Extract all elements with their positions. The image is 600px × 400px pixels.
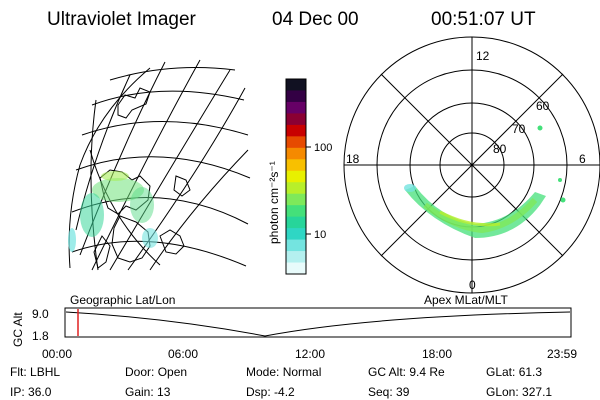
colorbar-band xyxy=(286,193,306,206)
status-flt: Flt: LBHL xyxy=(10,366,60,378)
status-gc-alt: GC Alt: 9.4 Re xyxy=(368,366,445,378)
status-label: GC Alt: xyxy=(368,365,407,379)
status-label: GLon: xyxy=(486,385,519,399)
lon-line xyxy=(109,69,231,271)
geographic-map xyxy=(68,59,251,271)
colorbar-band xyxy=(286,124,306,137)
colorbar-band xyxy=(286,205,306,218)
status-ip: IP: 36.0 xyxy=(10,386,51,398)
colorbar-band xyxy=(286,79,306,91)
x-tick-label: 00:00 xyxy=(42,347,72,361)
colorbar-band xyxy=(286,147,306,160)
polar-axis-diag xyxy=(380,73,564,257)
status-glon: GLon: 327.1 xyxy=(486,386,552,398)
status-label: Mode: xyxy=(246,365,280,379)
x-tick-label: 23:59 xyxy=(547,347,577,361)
status-door: Door: Open xyxy=(125,366,187,378)
colorbar-band xyxy=(286,216,306,229)
lat-label-60: 60 xyxy=(536,99,550,113)
map-aurora xyxy=(68,171,158,252)
status-value: -4.2 xyxy=(274,385,295,399)
coastline xyxy=(111,215,151,263)
colorbar-unit-label: photon cm⁻²s⁻¹ xyxy=(267,161,281,244)
coastline xyxy=(93,235,111,269)
status-value: 36.0 xyxy=(28,385,52,399)
timeline-right-label: Apex MLat/MLT xyxy=(424,293,508,307)
colorbar-band xyxy=(286,136,306,149)
status-value: Open xyxy=(157,365,188,379)
status-value: Normal xyxy=(282,365,322,379)
lat-arc xyxy=(109,67,236,81)
app-title: Ultraviolet Imager xyxy=(47,9,196,30)
status-dsp: Dsp: -4.2 xyxy=(246,386,295,398)
status-label: Door: xyxy=(125,365,155,379)
y-tick-label: 1.8 xyxy=(32,329,49,343)
status-value: 9.4 Re xyxy=(409,365,445,379)
x-tick-label: 12:00 xyxy=(295,347,325,361)
lat-label-70: 70 xyxy=(512,122,526,136)
lat-arc xyxy=(91,90,245,106)
status-glat: GLat: 61.3 xyxy=(486,366,542,378)
timeline-left-label: Geographic Lat/Lon xyxy=(70,293,175,307)
coastline xyxy=(173,175,191,197)
status-gain: Gain: 13 xyxy=(125,386,170,398)
colorbar-frame xyxy=(285,78,307,275)
mlt-label-6: 6 xyxy=(579,152,586,166)
status-label: GLat: xyxy=(486,365,516,379)
colorbar-band xyxy=(286,251,306,264)
colorbar-tick-label: 100 xyxy=(314,142,332,154)
orbit-altitude-curve xyxy=(65,311,571,337)
status-value: 13 xyxy=(157,385,171,399)
status-label: Gain: xyxy=(125,385,154,399)
lon-line xyxy=(91,59,201,271)
status-value: 61.3 xyxy=(518,365,543,379)
y-tick-label: 9.0 xyxy=(32,307,49,321)
colorbar-band xyxy=(286,170,306,183)
status-value: LBHL xyxy=(30,365,61,379)
status-label: IP: xyxy=(10,385,25,399)
timeline-axis-title: GC Alt xyxy=(11,312,25,347)
lat-label-80: 80 xyxy=(493,142,507,156)
coastline xyxy=(117,87,151,119)
x-tick-label: 06:00 xyxy=(168,347,198,361)
time-label: 00:51:07 UT xyxy=(431,9,536,30)
status-label: Dsp: xyxy=(246,385,271,399)
colorbar xyxy=(286,79,306,275)
colorbar-band xyxy=(286,113,306,126)
status-value: 327.1 xyxy=(522,385,553,399)
colorbar-tick-label: 10 xyxy=(314,229,326,241)
colorbar-band xyxy=(286,159,306,172)
lon-line xyxy=(149,149,249,271)
polar-plot xyxy=(343,36,600,294)
timeline-frame xyxy=(64,307,572,338)
date-label: 04 Dec 00 xyxy=(272,9,359,30)
status-label: Seq: xyxy=(368,385,393,399)
colorbar-band xyxy=(286,182,306,195)
status-seq: Seq: 39 xyxy=(368,386,409,398)
x-tick-label: 18:00 xyxy=(422,347,452,361)
lat-arc xyxy=(81,121,249,136)
status-value: 39 xyxy=(396,385,410,399)
colorbar-band xyxy=(286,101,306,114)
colorbar-band xyxy=(286,239,306,252)
status-label: Flt: xyxy=(10,365,27,379)
status-mode: Mode: Normal xyxy=(246,366,321,378)
colorbar-band xyxy=(286,262,306,275)
polar-aurora xyxy=(404,125,566,238)
colorbar-band xyxy=(286,228,306,241)
coastline xyxy=(159,229,185,255)
mlt-label-18: 18 xyxy=(346,152,360,166)
mlt-label-0: 0 xyxy=(469,278,476,292)
lat-arc xyxy=(71,240,247,267)
mlt-label-12: 12 xyxy=(476,49,490,63)
colorbar-band xyxy=(286,90,306,103)
